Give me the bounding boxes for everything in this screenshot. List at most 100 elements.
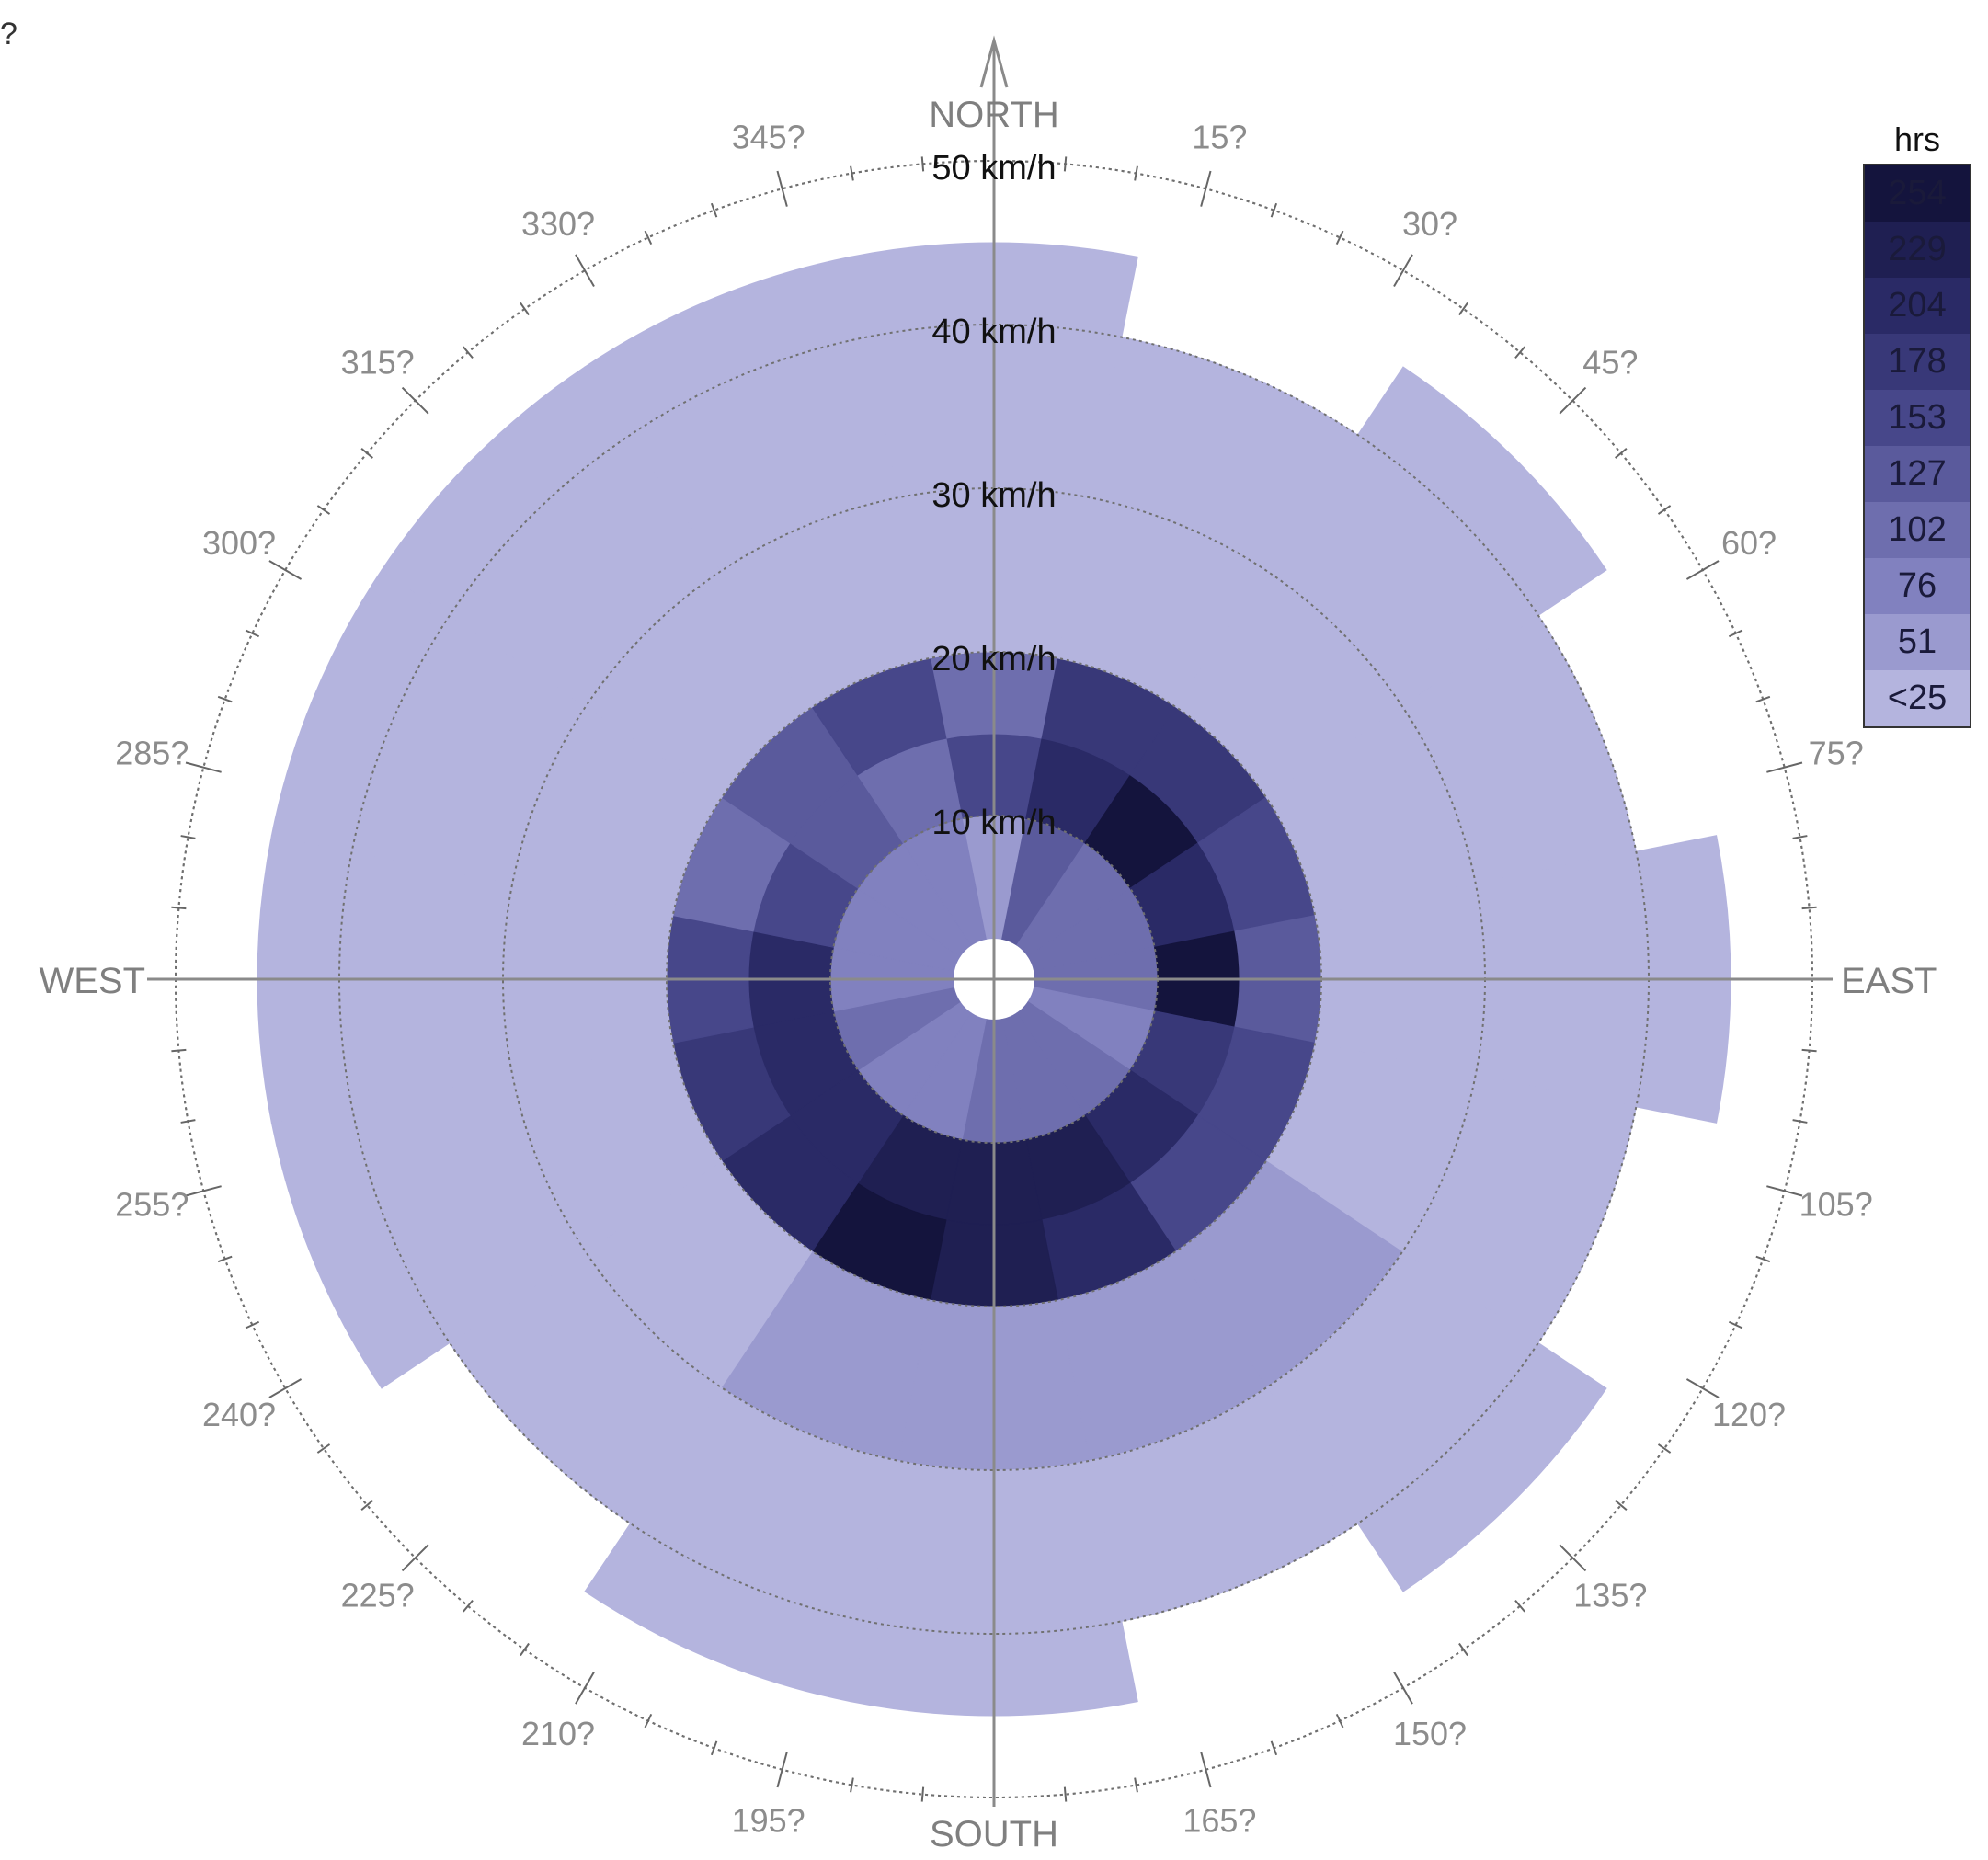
major-tick xyxy=(401,386,429,415)
minor-tick xyxy=(1270,1740,1278,1756)
degree-label: 315? xyxy=(341,344,415,382)
degree-label: 135? xyxy=(1573,1576,1647,1614)
legend: hrs 254 229 204 178 153 127 102 76 51 <25 xyxy=(1863,116,1971,728)
major-tick xyxy=(401,1544,429,1572)
minor-tick xyxy=(245,1320,260,1329)
speed-ring-label: 10 km/h xyxy=(931,804,1056,842)
minor-tick xyxy=(463,346,474,359)
major-tick xyxy=(268,1378,303,1398)
speed-ring-label: 20 km/h xyxy=(931,640,1056,679)
labels-layer: NORTH SOUTH EAST WEST 15? 30? 45? 60? 75? 105… xyxy=(39,95,1937,1854)
minor-tick xyxy=(644,230,653,245)
legend-title: hrs xyxy=(1893,120,1940,158)
legend-item: 178 xyxy=(1865,334,1970,390)
minor-tick xyxy=(217,695,233,703)
west-label: WEST xyxy=(39,961,145,1001)
major-tick xyxy=(1393,254,1413,288)
degree-label: 105? xyxy=(1799,1185,1873,1223)
minor-tick xyxy=(180,835,196,839)
legend-item: 229 xyxy=(1865,222,1970,278)
minor-tick xyxy=(1335,1713,1344,1729)
degree-label: 15? xyxy=(1192,118,1247,155)
major-tick xyxy=(1559,1544,1587,1572)
speed-ring-label: 50 km/h xyxy=(931,149,1056,188)
minor-tick xyxy=(316,505,331,515)
minor-tick xyxy=(850,165,854,181)
major-tick xyxy=(1685,1378,1720,1398)
degree-label: 330? xyxy=(521,205,595,243)
degree-labels: 15? 30? 45? 60? 75? 105? 120? 135? 150? 165? 195? 2… xyxy=(115,118,1872,1839)
degree-label: 30? xyxy=(1402,205,1457,243)
legend-item: 127 xyxy=(1865,446,1970,502)
minor-tick xyxy=(1755,695,1771,703)
minor-tick xyxy=(1792,835,1808,839)
degree-label: 45? xyxy=(1582,344,1638,382)
minor-tick xyxy=(217,1255,233,1263)
legend-item: 51 xyxy=(1865,614,1970,670)
minor-tick xyxy=(1801,906,1817,910)
legend-item: 76 xyxy=(1865,558,1970,614)
speed-ring-label: 40 km/h xyxy=(931,313,1056,351)
corner-mark: ? xyxy=(0,17,17,51)
degree-label: 120? xyxy=(1712,1396,1786,1433)
minor-tick xyxy=(1728,629,1743,638)
minor-tick xyxy=(171,906,187,910)
major-tick xyxy=(268,560,303,580)
degree-label: 285? xyxy=(115,735,189,772)
major-tick xyxy=(776,170,788,207)
minor-tick xyxy=(1514,1600,1525,1613)
legend-box: 254 229 204 178 153 127 102 76 51 <25 xyxy=(1863,164,1971,728)
major-tick xyxy=(1200,170,1212,207)
minor-tick xyxy=(316,1443,331,1454)
minor-tick xyxy=(1063,156,1068,172)
legend-item: 153 xyxy=(1865,390,1970,446)
degree-label: 75? xyxy=(1809,735,1864,772)
major-tick xyxy=(1559,386,1587,415)
minor-tick xyxy=(1657,1443,1672,1454)
degree-label: 60? xyxy=(1721,524,1777,562)
north-arrow-icon xyxy=(979,35,1009,88)
major-tick xyxy=(185,761,222,773)
degree-label: 225? xyxy=(341,1576,415,1614)
south-label: SOUTH xyxy=(930,1814,1058,1854)
minor-tick xyxy=(1792,1119,1808,1124)
minor-tick xyxy=(1270,202,1278,218)
wind-sector-cell xyxy=(584,1523,867,1703)
major-tick xyxy=(185,1185,222,1197)
major-tick xyxy=(1200,1752,1212,1788)
major-tick xyxy=(1393,1671,1413,1705)
minor-tick xyxy=(1657,505,1672,515)
major-tick xyxy=(1766,761,1803,773)
wind-sector-cell xyxy=(1356,1341,1607,1592)
minor-tick xyxy=(920,1786,925,1802)
minor-tick xyxy=(1514,346,1525,359)
degree-label: 165? xyxy=(1183,1802,1256,1840)
north-label: NORTH xyxy=(929,95,1058,135)
sector-layer xyxy=(257,242,1731,1717)
degree-label: 345? xyxy=(732,118,805,155)
minor-tick xyxy=(644,1713,653,1729)
minor-tick xyxy=(1728,1320,1743,1329)
degree-label: 255? xyxy=(115,1185,189,1223)
minor-tick xyxy=(1063,1786,1068,1802)
speed-ring-labels: 10 km/h 20 km/h 30 km/h 40 km/h 50 km/h xyxy=(931,149,1056,842)
minor-tick xyxy=(1755,1255,1771,1263)
major-tick xyxy=(1685,560,1720,580)
legend-item: 204 xyxy=(1865,278,1970,334)
major-tick xyxy=(776,1752,788,1788)
east-label: EAST xyxy=(1841,961,1937,1001)
minor-tick xyxy=(710,1740,718,1756)
degree-label: 195? xyxy=(732,1802,805,1840)
minor-tick xyxy=(1458,1642,1468,1657)
degree-label: 300? xyxy=(202,524,276,562)
major-tick xyxy=(575,1671,595,1705)
minor-tick xyxy=(1801,1048,1817,1053)
minor-tick xyxy=(850,1777,854,1793)
minor-tick xyxy=(1134,1777,1138,1793)
major-tick xyxy=(1766,1185,1803,1197)
legend-item: <25 xyxy=(1865,670,1970,726)
legend-item: 102 xyxy=(1865,502,1970,558)
speed-ring-label: 30 km/h xyxy=(931,476,1056,515)
minor-tick xyxy=(1335,230,1344,245)
